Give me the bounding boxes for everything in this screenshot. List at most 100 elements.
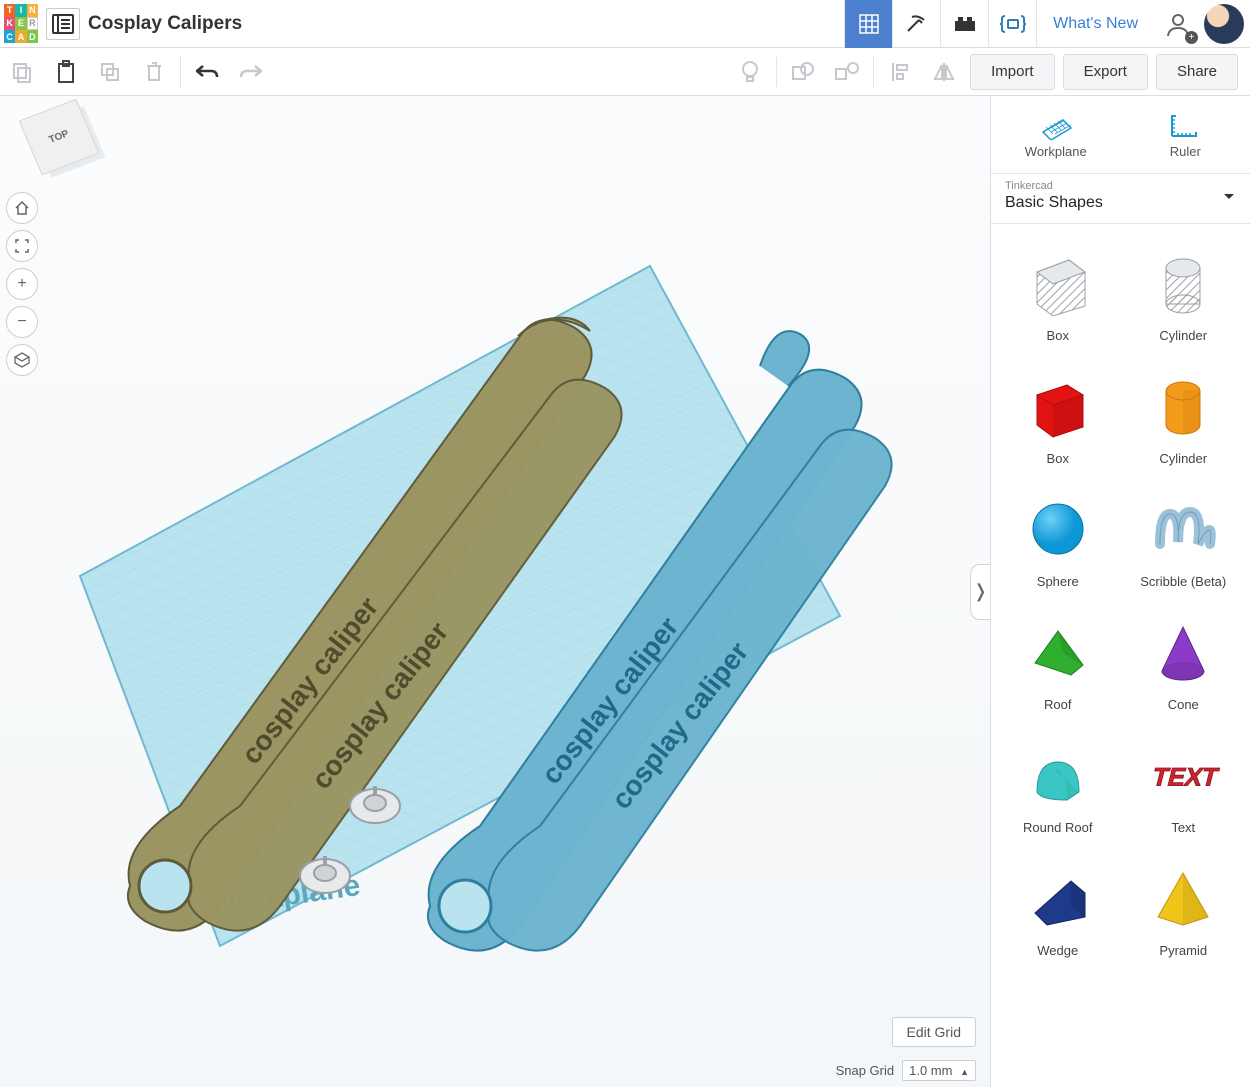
fit-icon — [14, 238, 30, 254]
shape-thumb — [1144, 490, 1222, 568]
toolbar-separator — [776, 57, 777, 87]
shape-thumb — [1019, 490, 1097, 568]
shape-label: Box — [1047, 328, 1069, 343]
shape-label: Cylinder — [1159, 328, 1207, 343]
shape-thumb — [1144, 613, 1222, 691]
shapes-scroll[interactable]: Box Cylinder Box Cylinder Sphere Scribbl… — [991, 224, 1250, 1087]
cube-icon — [14, 352, 30, 368]
shape-item-sphere[interactable]: Sphere — [999, 482, 1117, 593]
paste-icon — [55, 60, 77, 84]
share-button[interactable]: Share — [1156, 54, 1238, 90]
shape-item-scribble-beta-[interactable]: Scribble (Beta) — [1125, 482, 1243, 593]
snap-grid-row: Snap Grid 1.0 mm ▲ — [836, 1060, 976, 1081]
copy-button[interactable] — [0, 48, 44, 96]
view-blocks-button[interactable] — [892, 0, 940, 48]
ungroup-button[interactable] — [825, 48, 869, 96]
snap-grid-select[interactable]: 1.0 mm ▲ — [902, 1060, 976, 1081]
redo-icon — [239, 63, 263, 81]
export-button[interactable]: Export — [1063, 54, 1148, 90]
shape-item-box[interactable]: Box — [999, 359, 1117, 470]
shape-label: Cone — [1168, 697, 1199, 712]
shape-thumb — [1144, 367, 1222, 445]
shape-item-cylinder[interactable]: Cylinder — [1125, 236, 1243, 347]
mirror-button[interactable] — [922, 48, 966, 96]
shape-item-text[interactable]: TEXT Text — [1125, 728, 1243, 839]
workplane-tool[interactable]: Workplane — [991, 96, 1121, 173]
bulb-icon — [739, 59, 761, 85]
shape-item-wedge[interactable]: Wedge — [999, 851, 1117, 962]
redo-button[interactable] — [229, 48, 273, 96]
shape-label: Round Roof — [1023, 820, 1092, 835]
header-bar: TIN KER CAD Cosplay Calipers — [0, 0, 1250, 48]
import-button[interactable]: Import — [970, 54, 1055, 90]
edit-grid-button[interactable]: Edit Grid — [892, 1017, 976, 1047]
workplane-tool-label: Workplane — [1025, 144, 1087, 159]
shape-label: Pyramid — [1159, 943, 1207, 958]
add-badge-icon: + — [1185, 31, 1198, 44]
canvas[interactable]: TOP + − Workplane — [0, 96, 990, 1087]
ungroup-icon — [834, 61, 860, 83]
workplane-scene: Workplane cosplay caliper cosplay calipe… — [30, 146, 910, 976]
shape-item-cone[interactable]: Cone — [1125, 605, 1243, 716]
shape-label: Cylinder — [1159, 451, 1207, 466]
notebook-icon — [52, 14, 74, 34]
paste-button[interactable] — [44, 48, 88, 96]
tinkercad-logo[interactable]: TIN KER CAD — [0, 0, 44, 48]
view-cube-face: TOP — [47, 129, 70, 146]
toolbar-separator — [180, 57, 181, 87]
whats-new-link[interactable]: What's New — [1036, 0, 1154, 48]
shape-category-select[interactable]: Tinkercad Basic Shapes — [991, 174, 1250, 224]
shape-label: Scribble (Beta) — [1140, 574, 1226, 589]
category-superlabel: Tinkercad — [1005, 180, 1236, 192]
brick-icon — [953, 15, 977, 33]
home-icon — [14, 200, 30, 216]
ruler-icon — [1168, 110, 1202, 140]
shape-thumb — [1019, 244, 1097, 322]
view-3d-button[interactable] — [844, 0, 892, 48]
shape-label: Roof — [1044, 697, 1071, 712]
delete-button[interactable] — [132, 48, 176, 96]
toolbar-separator — [873, 57, 874, 87]
snap-grid-label: Snap Grid — [836, 1063, 895, 1078]
user-avatar[interactable] — [1204, 4, 1244, 44]
shape-item-roof[interactable]: Roof — [999, 605, 1117, 716]
ruler-tool[interactable]: Ruler — [1121, 96, 1250, 173]
shape-item-pyramid[interactable]: Pyramid — [1125, 851, 1243, 962]
chevron-up-down-icon: ▲ — [960, 1067, 969, 1077]
align-icon — [889, 61, 911, 83]
show-all-button[interactable] — [728, 48, 772, 96]
align-button[interactable] — [878, 48, 922, 96]
pickaxe-icon — [905, 13, 929, 35]
panel-tools-row: Workplane Ruler — [991, 96, 1250, 174]
shape-thumb — [1019, 613, 1097, 691]
shape-thumb — [1144, 859, 1222, 937]
design-properties-button[interactable] — [46, 8, 80, 40]
workplane-icon — [1039, 110, 1073, 140]
shape-label: Text — [1171, 820, 1195, 835]
shape-thumb — [1019, 367, 1097, 445]
group-icon — [791, 61, 815, 83]
duplicate-button[interactable] — [88, 48, 132, 96]
view-bricks-button[interactable] — [940, 0, 988, 48]
document-title[interactable]: Cosplay Calipers — [88, 13, 242, 35]
shape-thumb — [1019, 736, 1097, 814]
shape-item-box[interactable]: Box — [999, 236, 1117, 347]
account-button[interactable]: + — [1154, 0, 1202, 48]
undo-button[interactable] — [185, 48, 229, 96]
grid-3d-icon — [858, 13, 880, 35]
category-label: Basic Shapes — [1005, 194, 1236, 212]
codeblock-icon — [999, 13, 1027, 35]
chevron-down-icon — [1224, 194, 1234, 204]
group-button[interactable] — [781, 48, 825, 96]
trash-icon — [144, 61, 164, 83]
shape-thumb — [1144, 244, 1222, 322]
duplicate-icon — [99, 61, 121, 83]
panel-collapse-button[interactable]: ❭ — [970, 564, 990, 620]
toolbar: Import Export Share — [0, 48, 1250, 96]
shape-item-cylinder[interactable]: Cylinder — [1125, 359, 1243, 470]
view-code-button[interactable] — [988, 0, 1036, 48]
main-area: TOP + − Workplane — [0, 96, 1250, 1087]
shape-item-round-roof[interactable]: Round Roof — [999, 728, 1117, 839]
shape-label: Box — [1047, 451, 1069, 466]
undo-icon — [195, 63, 219, 81]
